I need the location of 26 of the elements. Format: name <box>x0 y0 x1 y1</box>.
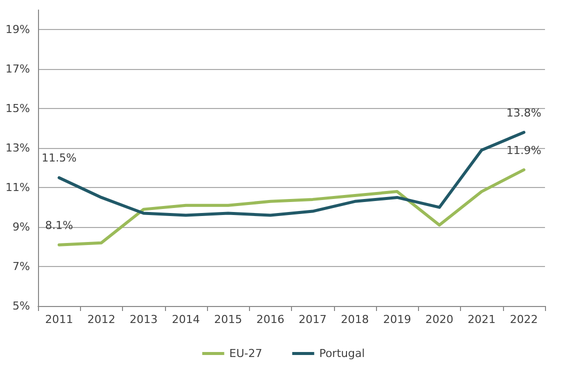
data-label: 11.5% <box>42 152 77 165</box>
x-tick-label: 2019 <box>383 313 412 326</box>
y-tick-label: 9% <box>12 220 30 234</box>
x-tick-label: 2017 <box>298 313 327 326</box>
y-tick-label: 15% <box>6 102 30 116</box>
y-tick-label: 7% <box>12 260 30 274</box>
x-tick-label: 2011 <box>45 313 74 326</box>
x-tick-label: 2015 <box>214 313 242 326</box>
x-tick-label: 2013 <box>130 313 158 326</box>
data-label: 13.8% <box>506 106 542 120</box>
x-tick-label: 2022 <box>510 313 538 326</box>
y-tick-label: 13% <box>6 142 30 155</box>
x-tick-label: 2020 <box>425 313 454 326</box>
data-label: 8.1% <box>45 218 74 232</box>
x-tick-label: 2021 <box>468 313 496 326</box>
legend-label: Portugal <box>319 347 365 360</box>
x-tick-label: 2018 <box>340 313 369 326</box>
y-tick-label: 11% <box>6 181 30 194</box>
y-tick-label: 19% <box>6 23 30 36</box>
data-label: 11.9% <box>506 144 542 157</box>
y-tick-label: 5% <box>12 300 30 312</box>
y-tick-label: 17% <box>6 62 30 76</box>
x-tick-label: 2012 <box>87 313 116 326</box>
x-tick-label: 2016 <box>256 313 284 326</box>
x-tick-label: 2014 <box>172 313 200 326</box>
legend-label: EU-27 <box>229 347 262 360</box>
